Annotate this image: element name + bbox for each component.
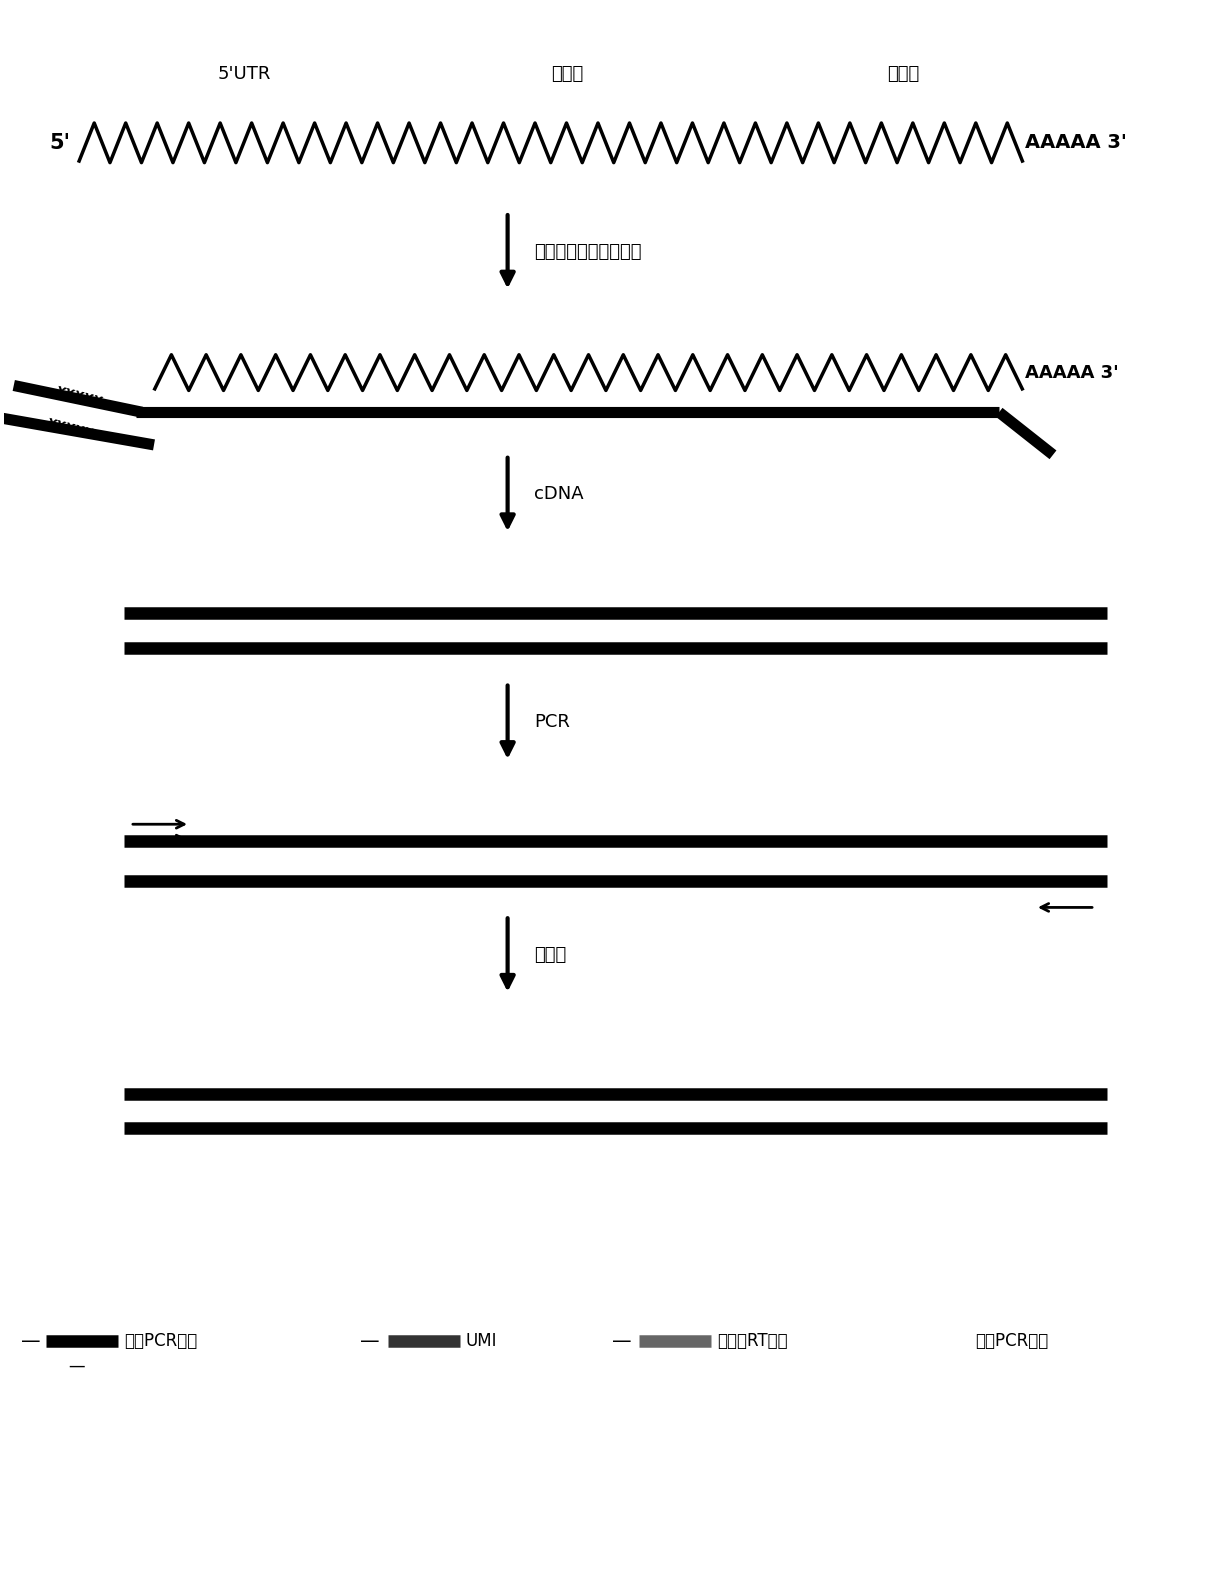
Text: cDNA: cDNA bbox=[533, 486, 584, 503]
Text: —: — bbox=[612, 1332, 631, 1351]
Text: 特异逆转录与模板置换: 特异逆转录与模板置换 bbox=[533, 242, 641, 261]
Text: 5'UTR: 5'UTR bbox=[217, 65, 270, 83]
Text: 5': 5' bbox=[49, 132, 70, 153]
Text: —: — bbox=[360, 1332, 379, 1351]
Text: XXXXX: XXXXX bbox=[53, 384, 104, 408]
Text: —: — bbox=[21, 1332, 40, 1351]
Text: 特异性RT引物: 特异性RT引物 bbox=[717, 1332, 788, 1351]
Text: 下游PCR引物: 下游PCR引物 bbox=[975, 1332, 1049, 1351]
Text: —: — bbox=[68, 1357, 84, 1375]
Text: 上游PCR引物: 上游PCR引物 bbox=[124, 1332, 197, 1351]
Text: AAAAA 3': AAAAA 3' bbox=[1026, 363, 1119, 382]
Text: 终产物: 终产物 bbox=[533, 946, 566, 964]
Text: 可变区: 可变区 bbox=[552, 65, 584, 83]
Text: UMI: UMI bbox=[466, 1332, 497, 1351]
Text: XXXXX: XXXXX bbox=[45, 416, 95, 440]
Text: AAAAA 3': AAAAA 3' bbox=[1026, 134, 1127, 153]
Text: PCR: PCR bbox=[533, 714, 570, 731]
Text: 恒定区: 恒定区 bbox=[887, 65, 920, 83]
